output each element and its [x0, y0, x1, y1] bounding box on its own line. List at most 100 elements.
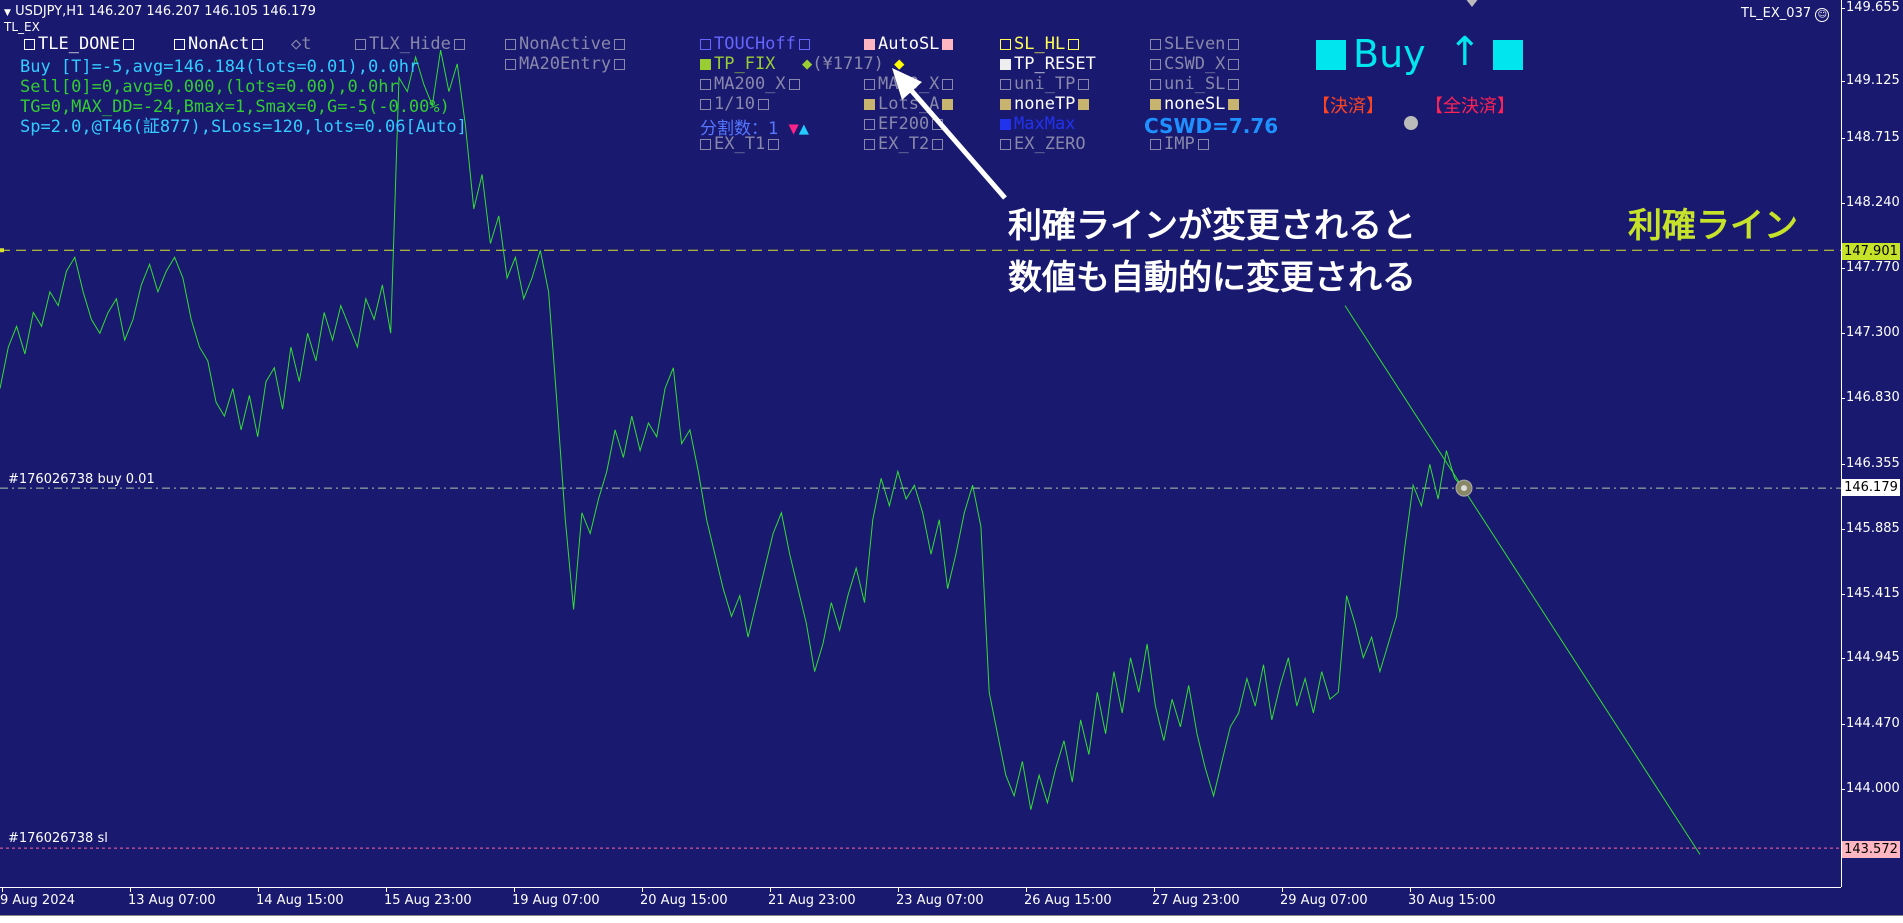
toggle-nonetp[interactable]: noneTP	[1000, 94, 1090, 114]
time-axis-border	[0, 887, 1841, 888]
up-arrow-icon: ↑	[1448, 29, 1482, 75]
time-axis-tick	[898, 887, 899, 892]
tp-price-tag: 147.901	[1842, 243, 1900, 260]
toggle-nonesl[interactable]: noneSL	[1150, 94, 1240, 114]
time-axis-tick	[642, 887, 643, 892]
position-marker-center	[1461, 485, 1467, 492]
checkbox-icon	[1197, 139, 1209, 150]
toggle-one-tenth[interactable]: 1/10	[700, 94, 769, 114]
price-axis-label: 148.715	[1846, 129, 1900, 145]
time-axis-tick	[1154, 887, 1155, 892]
checkbox-icon	[700, 99, 711, 110]
chart-menu-icon[interactable]: ▼	[4, 8, 11, 18]
price-axis-label: 149.125	[1846, 73, 1900, 89]
checkbox-icon	[1150, 99, 1161, 110]
info-line-1: Sell[0]=0,avg=0.000,(lots=0.00),0.0hr	[20, 77, 399, 97]
price-axis-label: 144.945	[1846, 650, 1900, 666]
checkbox-icon	[864, 39, 875, 50]
info-line-0: Buy [T]=-5,avg=146.184(lots=0.01),0.0hr	[20, 57, 420, 77]
toggle-sleven[interactable]: SLEven	[1150, 34, 1240, 54]
checkbox-icon	[355, 39, 366, 50]
chart-shift-marker-icon[interactable]	[1465, 0, 1479, 7]
toggle-autosl[interactable]: AutoSL	[864, 34, 954, 54]
checkbox-icon	[505, 39, 516, 50]
price-axis-label: 145.885	[1846, 520, 1900, 536]
checkbox-icon	[1000, 99, 1011, 110]
time-axis-tick	[2, 887, 3, 892]
sl-order-label: #176026738 sl	[8, 831, 108, 846]
buy-order-label: #176026738 buy 0.01	[8, 472, 155, 487]
buy-square-icon-right[interactable]	[1493, 40, 1523, 70]
time-axis-label: 29 Aug 07:00	[1280, 893, 1368, 908]
checkbox-icon	[932, 139, 944, 150]
time-axis-label: 26 Aug 15:00	[1024, 893, 1112, 908]
time-axis-label: 19 Aug 07:00	[512, 893, 600, 908]
price-axis-tick	[1841, 268, 1845, 270]
ea-name: TL_EX_037	[1741, 6, 1812, 21]
price-axis-border	[1841, 0, 1842, 887]
checkbox-icon	[864, 79, 875, 90]
toggle-ma20entry[interactable]: MA20Entry	[505, 54, 626, 74]
indicator-name: TL_EX	[4, 20, 40, 34]
toggle-ma200-x[interactable]: MA200_X	[700, 74, 800, 94]
current-price-tag: 146.179	[1842, 479, 1900, 496]
price-axis-label: 146.830	[1846, 390, 1900, 406]
toggle-nonactive[interactable]: NonActive	[505, 34, 626, 54]
toggle-touchoff[interactable]: TOUCHoff	[700, 34, 810, 54]
time-axis-label: 21 Aug 23:00	[768, 893, 856, 908]
checkbox-icon	[942, 39, 954, 50]
triangle-down-icon[interactable]: ▼	[788, 119, 799, 139]
checkbox-icon	[174, 39, 185, 50]
toggle-sl-hl[interactable]: SL_HL	[1000, 34, 1080, 54]
toggle-imp[interactable]: IMP	[1150, 134, 1209, 154]
annotation-line-1: 利確ラインが変更されると	[1008, 206, 1416, 246]
toggle-tp-fix[interactable]: TP_FIX	[700, 54, 775, 74]
time-axis-tick	[386, 887, 387, 892]
toggle-lots-a[interactable]: Lots_A	[864, 94, 954, 114]
price-axis-tick	[1841, 789, 1845, 790]
checkbox-icon	[1150, 59, 1161, 70]
price-axis-label: 145.415	[1846, 585, 1900, 601]
price-axis-tick	[1841, 137, 1845, 139]
buy-button[interactable]: Buy	[1353, 32, 1426, 76]
split-count[interactable]: 分割数：1 ▼▲	[700, 119, 809, 139]
toggle-maxmax[interactable]: MaxMax	[1000, 114, 1075, 134]
price-axis[interactable]	[1841, 0, 1903, 887]
ea-name-label: TL_EX_037 ☺	[1741, 6, 1830, 22]
triangle-up-icon[interactable]: ▲	[798, 119, 809, 139]
price-axis-tick	[1841, 333, 1845, 335]
trendline[interactable]	[1344, 305, 1701, 855]
toggle-uni-sl[interactable]: uni_SL	[1150, 74, 1240, 94]
toggle-tlx-hide[interactable]: TLX_Hide	[355, 34, 465, 54]
price-axis-tick	[1841, 398, 1845, 400]
checkbox-icon	[1000, 39, 1011, 50]
plot-area[interactable]	[0, 0, 1841, 887]
toggle-cswd-x[interactable]: CSWD_X	[1150, 54, 1240, 74]
checkbox-icon	[757, 99, 769, 110]
price-axis-tick	[1841, 463, 1845, 465]
settle-all-button[interactable]: 【全決済】	[1425, 96, 1515, 117]
tp-reset-button[interactable]: TP_RESET	[1000, 54, 1096, 74]
time-axis-label: 23 Aug 07:00	[896, 893, 984, 908]
settle-button[interactable]: 【決済】	[1312, 96, 1384, 117]
price-chart[interactable]	[0, 0, 1841, 887]
time-axis-label: 14 Aug 15:00	[256, 893, 344, 908]
time-axis-tick	[1026, 887, 1027, 892]
toggle-ex-t1[interactable]: EX_T1	[700, 134, 780, 154]
checkbox-icon	[1150, 79, 1161, 90]
price-axis-tick	[1841, 593, 1845, 595]
toggle-ex-t2[interactable]: EX_T2	[864, 134, 944, 154]
price-axis-tick	[1841, 724, 1845, 726]
toggle-t[interactable]: ◇t	[291, 34, 312, 54]
toggle-ex-zero[interactable]: EX_ZERO	[1000, 134, 1086, 154]
tp-line-anchor[interactable]	[0, 248, 4, 253]
time-axis-tick	[1410, 887, 1411, 892]
symbol-header: ▼ USDJPY,H1 146.207 146.207 146.105 146.…	[4, 4, 316, 19]
buy-square-icon-left[interactable]	[1316, 40, 1346, 70]
toggle-nonact[interactable]: NonAct	[174, 34, 264, 54]
checkbox-icon	[1228, 99, 1240, 110]
toggle-uni-tp[interactable]: uni_TP	[1000, 74, 1090, 94]
price-axis-label: 148.240	[1846, 195, 1900, 211]
toggle-tle-done[interactable]: TLE_DONE	[24, 34, 134, 54]
